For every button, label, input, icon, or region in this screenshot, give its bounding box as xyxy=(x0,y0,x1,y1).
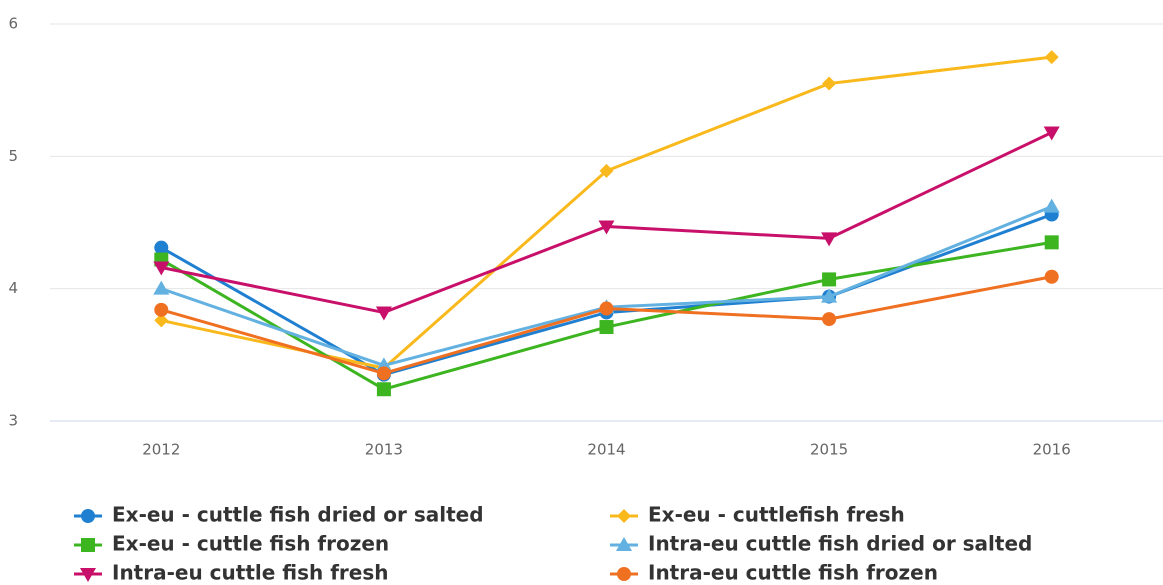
data-point xyxy=(153,261,170,276)
legend-label: Intra-eu cuttle fish dried or salted xyxy=(648,532,1032,556)
legend-marker xyxy=(617,567,631,581)
data-point xyxy=(1043,198,1060,213)
data-point xyxy=(376,366,391,381)
y-tick-label: 3 xyxy=(8,412,18,430)
legend-label: Intra-eu cuttle fish fresh xyxy=(112,561,388,585)
data-point xyxy=(822,272,837,287)
y-tick-label: 5 xyxy=(8,147,18,165)
y-tick-label: 4 xyxy=(8,279,18,297)
x-tick-label: 2014 xyxy=(587,441,625,459)
legend-marker xyxy=(81,538,95,552)
x-tick-label: 2012 xyxy=(142,441,180,459)
data-point xyxy=(599,301,614,316)
legend-marker xyxy=(617,509,631,523)
legend-label: Ex-eu - cuttlefish fresh xyxy=(648,503,905,527)
data-point xyxy=(599,320,614,335)
data-point xyxy=(1044,235,1059,250)
legend-marker xyxy=(81,509,95,523)
data-point xyxy=(154,313,169,328)
data-point xyxy=(822,76,837,91)
data-point xyxy=(376,382,391,397)
legend-label: Ex-eu - cuttle fish dried or salted xyxy=(112,503,484,527)
x-tick-label: 2015 xyxy=(810,441,848,459)
data-point xyxy=(1044,50,1059,65)
legend-label: Intra-eu cuttle fish frozen xyxy=(648,561,938,585)
data-point xyxy=(375,306,392,321)
data-point xyxy=(599,163,614,178)
data-point xyxy=(821,232,838,247)
data-point xyxy=(821,288,838,303)
data-point xyxy=(153,280,170,295)
data-point xyxy=(154,302,169,317)
data-point xyxy=(598,220,615,235)
data-point xyxy=(1044,269,1059,284)
data-point xyxy=(1043,126,1060,141)
y-tick-label: 6 xyxy=(8,15,18,33)
legend-marker xyxy=(80,568,96,582)
legend-label: Ex-eu - cuttle fish frozen xyxy=(112,532,389,556)
x-tick-label: 2013 xyxy=(365,441,403,459)
x-tick-label: 2016 xyxy=(1033,441,1071,459)
data-point xyxy=(822,312,837,327)
data-point xyxy=(154,240,169,255)
legend-marker xyxy=(616,537,632,551)
